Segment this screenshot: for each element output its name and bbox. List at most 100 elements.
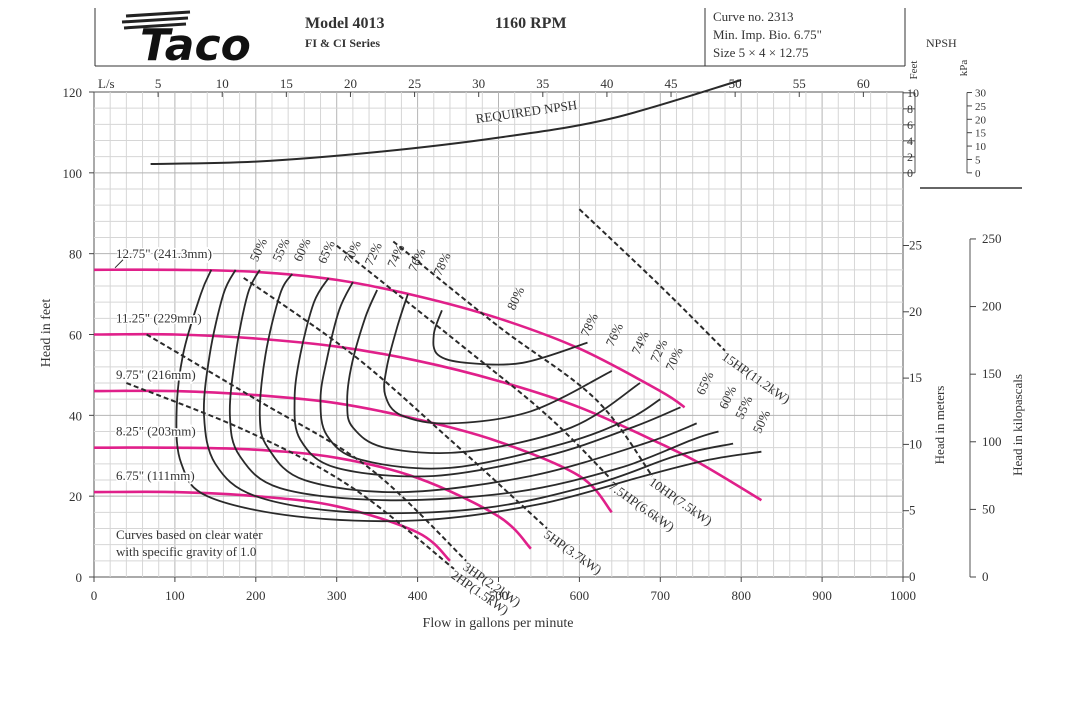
required-npsh-label: REQUIRED NPSH (475, 97, 578, 126)
x-tick-label: 300 (327, 588, 347, 603)
y-tick-label: 100 (63, 166, 83, 181)
impeller-label-11-25-229mm: 11.25" (229mm) (116, 311, 202, 326)
npsh-feet-tick-label: 0 (907, 166, 913, 180)
y-tick-label: 0 (76, 570, 83, 585)
efficiency-label-top-50: 50% (246, 236, 270, 264)
x-tick-label: 0 (91, 588, 98, 603)
meters-tick-label: 15 (909, 370, 922, 385)
rpm-label: 1160 RPM (495, 15, 567, 32)
npsh-feet-tick-label: 2 (907, 150, 913, 164)
npsh-kpa-tick-label: 10 (975, 141, 987, 153)
power-lines (126, 208, 726, 570)
power-line-15hp-11-2kw (578, 208, 726, 352)
npsh-kpa-tick-label: 25 (975, 101, 987, 113)
npsh-title: NPSH (926, 36, 957, 50)
kpa-tick-label: 250 (982, 231, 1002, 246)
meters-tick-label: 10 (909, 436, 922, 451)
y-tick-label: 60 (69, 328, 82, 343)
impeller-curve-8-25-203mm (93, 446, 532, 550)
npsh-kpa-tick-label: 5 (975, 154, 981, 166)
ls-axis-label: L/s (98, 76, 115, 91)
npsh-kpa-label: kPa (958, 60, 970, 77)
efficiency-contour-74 (346, 289, 641, 454)
efficiency-contour-65 (258, 273, 698, 494)
ls-tick-label: 5 (155, 76, 162, 91)
x-tick-label: 200 (246, 588, 266, 603)
y-tick-label: 80 (69, 247, 82, 262)
x-tick-label: 700 (651, 588, 671, 603)
efficiency-contour-50 (175, 269, 762, 523)
efficiency-label-top-65: 65% (314, 238, 338, 266)
taco-logo: Taco (121, 10, 251, 71)
power-line-10hp-7-5kw (392, 240, 654, 477)
kpa-tick-label: 0 (982, 569, 989, 584)
npsh-feet-tick-label: 10 (907, 86, 919, 100)
min-impeller: Min. Imp. Bio. 6.75" (713, 27, 822, 42)
ls-tick-label: 50 (729, 76, 742, 91)
npsh-kpa-tick-label: 20 (975, 114, 987, 126)
meters-tick-label: 0 (909, 569, 916, 584)
y-axis-meters-title: Head in meters (932, 386, 947, 465)
ls-tick-label: 25 (408, 76, 421, 91)
note-line-1: Curves based on clear water (116, 527, 263, 542)
x-tick-label: 900 (812, 588, 832, 603)
ls-tick-label: 55 (793, 76, 806, 91)
ls-tick-label: 45 (665, 76, 678, 91)
pump-size: Size 5 × 4 × 12.75 (713, 45, 809, 60)
x-tick-label: 100 (165, 588, 185, 603)
meters-tick-label: 25 (909, 237, 922, 252)
ls-tick-label: 20 (344, 76, 357, 91)
y-axis-kpa-title: Head in kilopascals (1010, 374, 1025, 476)
npsh-kpa-tick-label: 30 (975, 88, 987, 100)
impeller-curves (93, 268, 763, 562)
power-line-3hp-2-2kw (146, 333, 467, 562)
npsh-kpa-tick-label: 0 (975, 168, 981, 180)
logo-text: Taco (140, 20, 251, 71)
impeller-label-6-75-111mm: 6.75" (111mm) (116, 468, 195, 483)
efficiency-label-right-74: 74% (628, 329, 652, 357)
kpa-tick-label: 150 (982, 366, 1002, 381)
y-tick-label: 120 (63, 85, 83, 100)
ls-tick-label: 30 (472, 76, 485, 91)
curve-number: Curve no. 2313 (713, 9, 794, 24)
efficiency-label-top-80: 80% (504, 284, 528, 312)
chart-grid (93, 91, 904, 578)
efficiency-label-top-74: 74% (384, 242, 408, 270)
x-tick-label: 800 (731, 588, 751, 603)
efficiency-contour-70 (293, 277, 681, 478)
meters-tick-label: 5 (909, 503, 916, 518)
efficiency-contour-55 (202, 269, 734, 515)
impeller-label-8-25-203mm: 8.25" (203mm) (116, 424, 196, 439)
ls-tick-label: 35 (536, 76, 549, 91)
npsh-feet-label: Feet (908, 61, 920, 80)
npsh-feet-tick-label: 8 (907, 102, 913, 116)
y-axis-title: Head in feet (39, 299, 54, 368)
required-npsh-line (150, 79, 742, 165)
efficiency-contour-78 (432, 309, 588, 366)
series-label: FI & CI Series (305, 36, 380, 50)
efficiency-label-top-60: 60% (290, 236, 314, 264)
kpa-tick-label: 100 (982, 434, 1002, 449)
model-title: Model 4013 (305, 15, 385, 32)
impeller-label-12-75-241-3mm: 12.75" (241.3mm) (116, 246, 212, 261)
meters-tick-label: 20 (909, 304, 922, 319)
power-line-5hp-3-7kw (243, 277, 548, 530)
efficiency-contour-76 (383, 293, 613, 425)
impeller-leader-line (114, 259, 124, 269)
impeller-curve-6-75-111mm (93, 490, 451, 562)
npsh-feet-tick-label: 4 (907, 134, 913, 148)
ls-tick-label: 15 (280, 76, 293, 91)
ls-tick-label: 40 (600, 76, 613, 91)
impeller-label-9-75-216mm: 9.75" (216mm) (116, 367, 196, 382)
x-tick-label: 400 (408, 588, 428, 603)
ls-tick-label: 10 (216, 76, 229, 91)
efficiency-contour-60 (228, 269, 719, 502)
power-line-2hp-1-5kw (126, 382, 455, 570)
note-line-2: with specific gravity of 1.0 (116, 544, 256, 559)
kpa-tick-label: 50 (982, 501, 995, 516)
chart-axes: 0 100 200 300 400 500 600 700 800 900 100002040608… (63, 76, 1002, 603)
npsh-kpa-tick-label: 15 (975, 128, 987, 140)
y-tick-label: 40 (69, 408, 82, 423)
